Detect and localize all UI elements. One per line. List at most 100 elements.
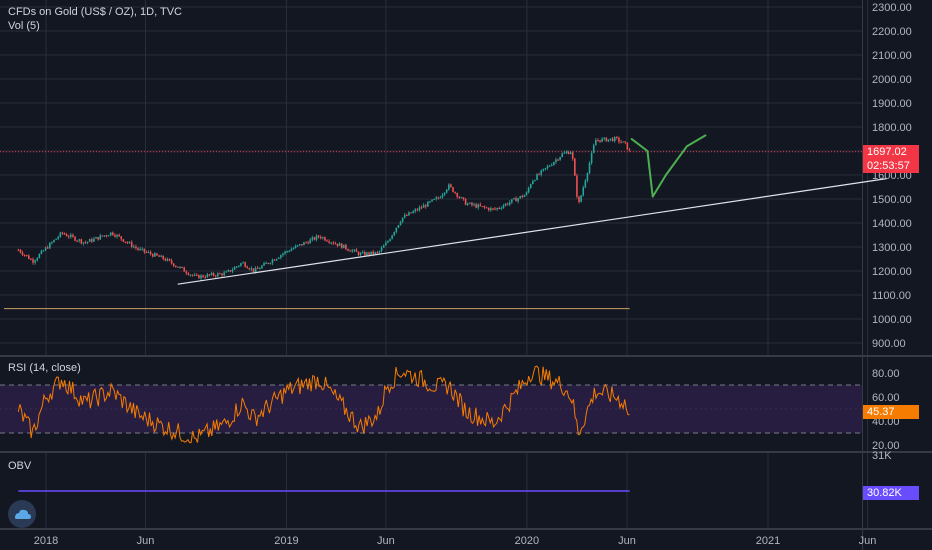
candle-body — [301, 244, 303, 246]
candle-body — [532, 180, 534, 185]
candle-body — [366, 252, 368, 256]
candle-body — [382, 245, 385, 248]
time-tick-label: 2018 — [34, 535, 58, 547]
candle-body — [555, 159, 557, 163]
candle-body — [569, 152, 572, 155]
candle-body — [256, 267, 259, 269]
candle-body — [49, 242, 51, 249]
volume-legend[interactable]: Vol (5) — [8, 20, 40, 32]
candle-body — [601, 138, 603, 142]
candle-body — [359, 253, 362, 256]
candle-body — [61, 232, 64, 234]
candle-body — [483, 206, 486, 208]
candle-body — [30, 259, 32, 261]
candle-body — [370, 251, 372, 255]
candle-body — [40, 250, 43, 254]
time-tick-label: Jun — [859, 535, 877, 547]
candle-body — [349, 250, 351, 252]
candle-body — [162, 255, 165, 259]
obv-axis-label: 31K — [872, 450, 892, 462]
price-axis[interactable]: 2300.00 2200.00 2100.00 2000.00 1900.00 1800.… — [872, 2, 912, 452]
candle-body — [319, 236, 322, 239]
candle-body — [597, 140, 599, 142]
chart-title[interactable]: CFDs on Gold (US$ / OZ), 1D, TVC — [8, 6, 183, 18]
candle-body — [315, 235, 318, 240]
candle-body — [183, 267, 186, 272]
candle-body — [494, 208, 496, 210]
trendline-drawing[interactable] — [177, 178, 887, 285]
candle-body — [385, 242, 387, 246]
candle-body — [223, 272, 225, 276]
candle-body — [511, 199, 513, 203]
candle-body — [550, 165, 553, 167]
candle-body — [135, 246, 137, 249]
candle-body — [133, 246, 135, 248]
time-axis[interactable]: 2018 Jun 2019 Jun 2020 Jun 2021 Jun — [34, 535, 877, 547]
candle-body — [508, 202, 511, 205]
candle-body — [620, 141, 622, 143]
candle-body — [97, 237, 99, 240]
candle-body — [473, 204, 475, 206]
candle-body — [481, 206, 484, 208]
candle-body — [364, 252, 366, 256]
candle-body — [525, 192, 528, 196]
candle-body — [177, 266, 179, 268]
candle-body — [416, 209, 419, 211]
candle-body — [198, 274, 200, 279]
candle-body — [561, 153, 564, 158]
candle-body — [212, 273, 215, 276]
candle-body — [445, 189, 448, 193]
rsi-legend[interactable]: RSI (14, close) — [8, 362, 81, 374]
price-tick-label: 1800.00 — [872, 122, 912, 134]
candle-body — [143, 248, 146, 252]
candle-body — [76, 240, 78, 242]
candle-body — [504, 203, 507, 206]
candle-body — [109, 232, 112, 236]
candle-body — [586, 173, 589, 181]
candle-body — [191, 274, 194, 276]
candle-body — [448, 184, 450, 190]
candle-body — [208, 274, 211, 276]
obv-legend[interactable]: OBV — [8, 460, 32, 472]
candle-body — [91, 239, 93, 242]
candle-series — [17, 135, 631, 281]
price-tick-label: 1100.00 — [872, 290, 911, 302]
candle-body — [347, 249, 349, 251]
candle-body — [271, 259, 274, 264]
candle-body — [231, 269, 234, 272]
candle-body — [502, 205, 505, 208]
candle-body — [124, 241, 127, 243]
candle-body — [23, 254, 26, 256]
candle-body — [21, 252, 24, 255]
candle-body — [164, 258, 167, 261]
candle-body — [44, 247, 47, 251]
candle-body — [70, 234, 72, 237]
candle-body — [80, 239, 83, 244]
time-tick-label: 2020 — [515, 535, 539, 547]
candle-body — [376, 252, 379, 254]
candle-body — [458, 196, 461, 198]
candle-body — [517, 198, 519, 202]
tradingview-logo-icon[interactable] — [8, 500, 36, 528]
candle-body — [477, 204, 480, 208]
freehand-drawing[interactable] — [630, 134, 707, 198]
candle-body — [307, 242, 309, 244]
candle-body — [393, 232, 396, 236]
candle-body — [93, 238, 95, 242]
candle-body — [46, 247, 49, 249]
candle-body — [466, 203, 469, 205]
candle-body — [433, 198, 435, 200]
candle-body — [263, 263, 265, 266]
candle-body — [450, 184, 452, 188]
candle-body — [229, 270, 232, 272]
trendline — [177, 178, 887, 285]
price-tick-label: 900.00 — [872, 338, 906, 350]
candle-body — [259, 268, 261, 270]
candle-body — [313, 237, 316, 240]
candle-body — [521, 195, 524, 197]
candle-body — [403, 215, 406, 218]
rsi-line — [17, 365, 630, 444]
candle-body — [118, 234, 120, 237]
candle-body — [441, 194, 444, 198]
